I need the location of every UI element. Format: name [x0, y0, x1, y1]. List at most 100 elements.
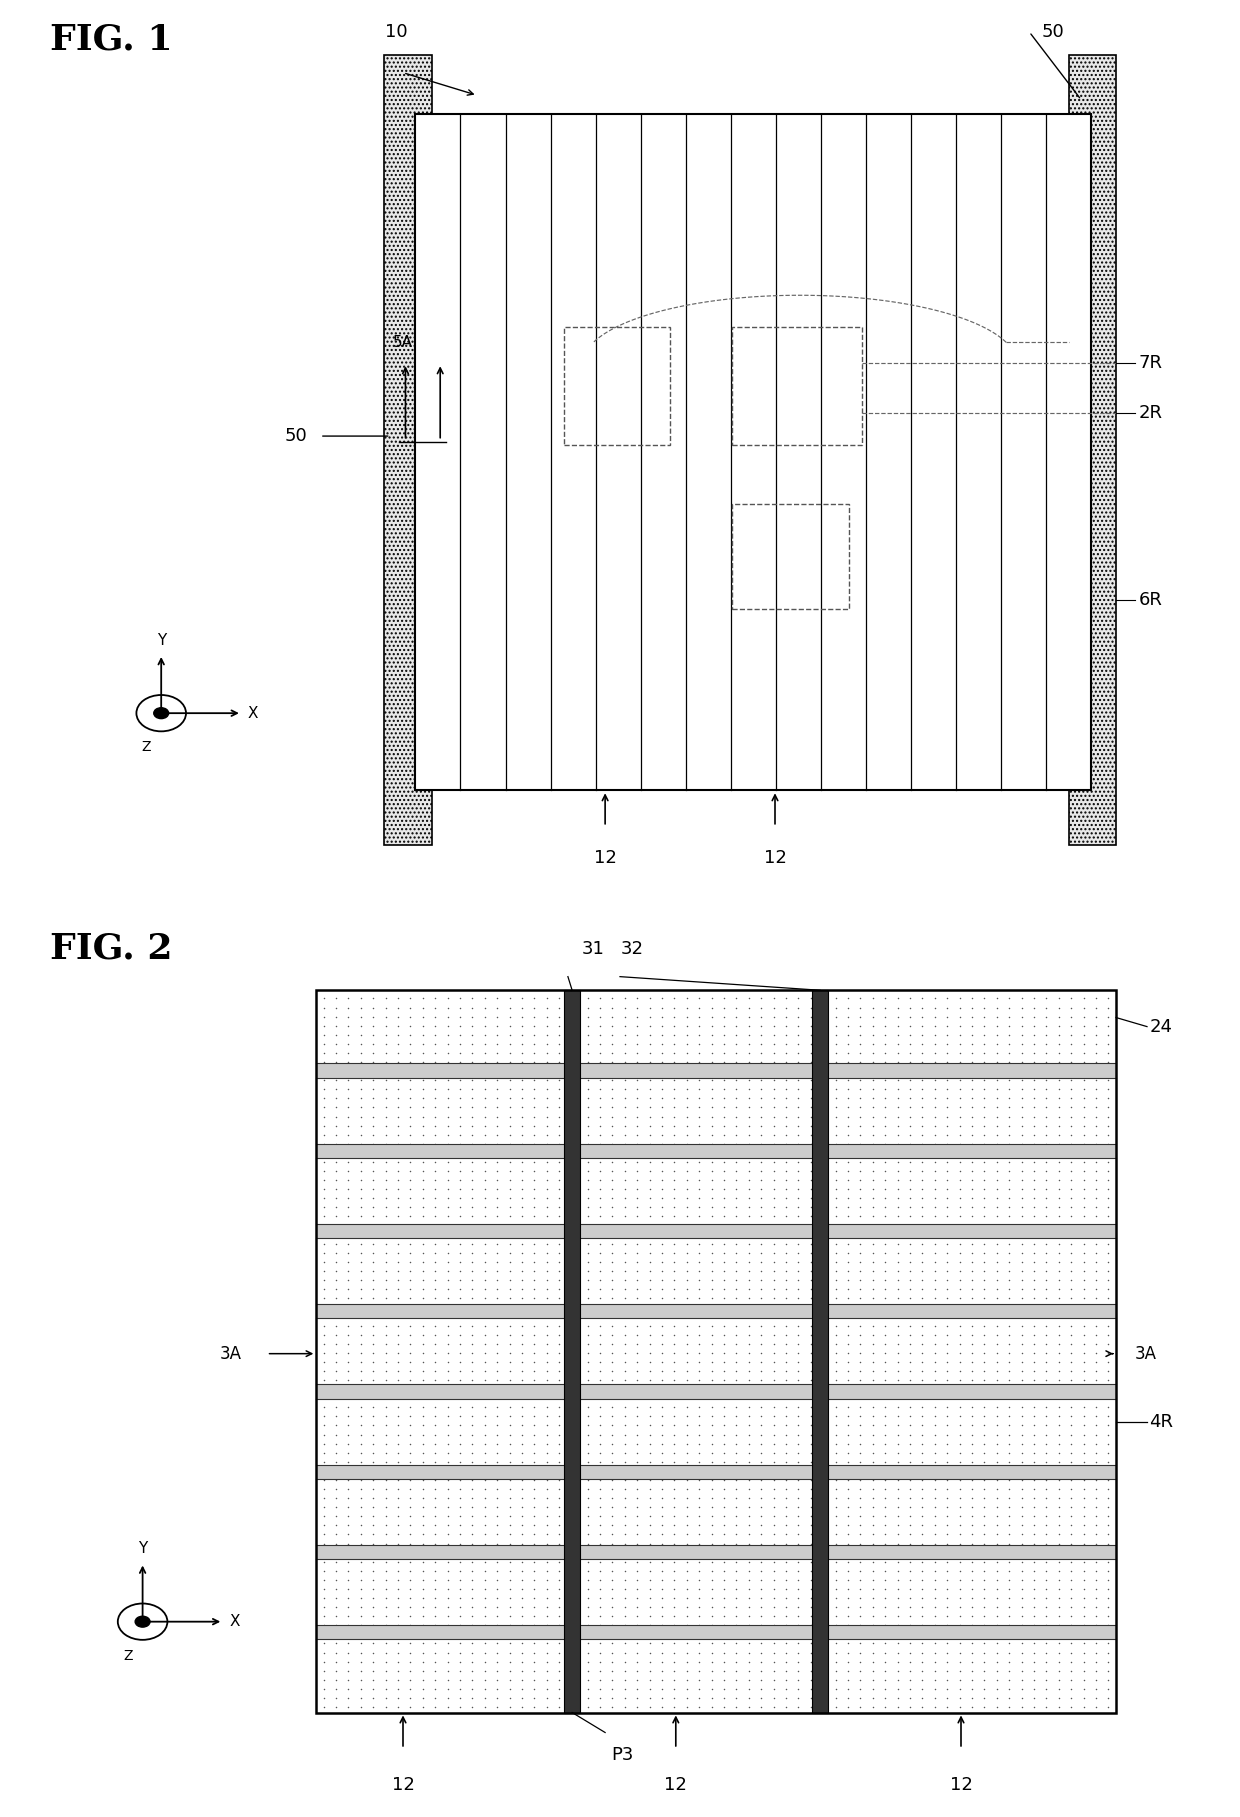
Point — [450, 1003, 470, 1032]
Point — [1012, 1176, 1032, 1205]
Point — [326, 1412, 346, 1441]
Point — [450, 1239, 470, 1268]
Point — [1037, 1530, 1056, 1559]
Point — [603, 1248, 622, 1277]
Point — [652, 1094, 672, 1123]
Point — [888, 1465, 908, 1494]
Point — [578, 1628, 598, 1657]
Point — [727, 994, 746, 1023]
Point — [1012, 1646, 1032, 1675]
Point — [689, 1276, 709, 1305]
Point — [1074, 1657, 1094, 1686]
Point — [863, 1412, 883, 1441]
Point — [525, 1148, 544, 1177]
Point — [987, 1157, 1007, 1187]
Point — [789, 1475, 808, 1504]
Point — [851, 1646, 870, 1675]
Point — [627, 1584, 647, 1613]
Point — [388, 1394, 408, 1423]
Point — [487, 1021, 507, 1050]
Point — [512, 1621, 532, 1650]
Point — [450, 1094, 470, 1123]
Point — [326, 1119, 346, 1150]
Point — [925, 1203, 945, 1232]
Point — [851, 1321, 870, 1350]
Point — [652, 1394, 672, 1423]
Point — [838, 1548, 858, 1577]
Point — [500, 1221, 520, 1250]
Point — [1074, 1394, 1094, 1423]
Point — [339, 1257, 358, 1286]
Point — [438, 1239, 458, 1268]
Point — [376, 1465, 396, 1494]
Point — [764, 1628, 784, 1657]
Point — [590, 1212, 610, 1241]
Point — [475, 1057, 495, 1087]
Point — [851, 1693, 870, 1723]
Point — [875, 1683, 895, 1712]
Point — [475, 1421, 495, 1450]
Point — [999, 1266, 1019, 1296]
Point — [975, 1566, 994, 1595]
Point — [789, 1339, 808, 1368]
Point — [500, 1185, 520, 1214]
Point — [1024, 1439, 1044, 1468]
Point — [500, 1057, 520, 1087]
Point — [702, 1430, 722, 1459]
Point — [475, 1639, 495, 1668]
Point — [578, 1221, 598, 1250]
Point — [677, 1148, 697, 1177]
Point — [401, 1203, 420, 1232]
Point — [475, 1566, 495, 1595]
Point — [1049, 1592, 1069, 1623]
Point — [665, 1048, 684, 1077]
Point — [739, 1157, 759, 1187]
Point — [578, 1203, 598, 1232]
Point — [1061, 1574, 1081, 1604]
Point — [900, 1475, 920, 1504]
Point — [363, 1421, 383, 1450]
Point — [603, 1403, 622, 1432]
Point — [702, 1339, 722, 1368]
Point — [1024, 1012, 1044, 1041]
Point — [603, 1639, 622, 1668]
Point — [1037, 1330, 1056, 1359]
Point — [1061, 1321, 1081, 1350]
Point — [851, 1612, 870, 1639]
Point — [314, 1385, 334, 1414]
Point — [549, 985, 569, 1014]
Point — [975, 1519, 994, 1548]
Point — [326, 1303, 346, 1332]
Point — [739, 1603, 759, 1632]
Point — [962, 1592, 982, 1623]
Point — [578, 1119, 598, 1150]
Point — [913, 1530, 932, 1559]
Point — [549, 1067, 569, 1096]
Point — [962, 1621, 982, 1650]
Point — [689, 1439, 709, 1468]
Point — [1024, 1512, 1044, 1541]
Point — [888, 1537, 908, 1566]
Point — [1099, 1664, 1118, 1693]
Point — [351, 1621, 371, 1650]
Point — [413, 1239, 433, 1268]
Point — [776, 1067, 796, 1096]
Point — [987, 1194, 1007, 1223]
Point — [475, 1465, 495, 1494]
Point — [512, 1683, 532, 1712]
Point — [351, 1628, 371, 1657]
Point — [987, 1212, 1007, 1241]
Bar — [828, 1143, 1116, 1157]
Point — [702, 1412, 722, 1441]
Point — [764, 1519, 784, 1548]
Point — [376, 1403, 396, 1432]
Point — [1012, 1639, 1032, 1668]
Point — [925, 985, 945, 1014]
Point — [937, 1339, 957, 1368]
Point — [537, 1137, 557, 1168]
Point — [937, 1494, 957, 1523]
Point — [838, 1067, 858, 1096]
Point — [640, 1112, 660, 1141]
Point — [838, 1094, 858, 1123]
Point — [925, 1693, 945, 1723]
